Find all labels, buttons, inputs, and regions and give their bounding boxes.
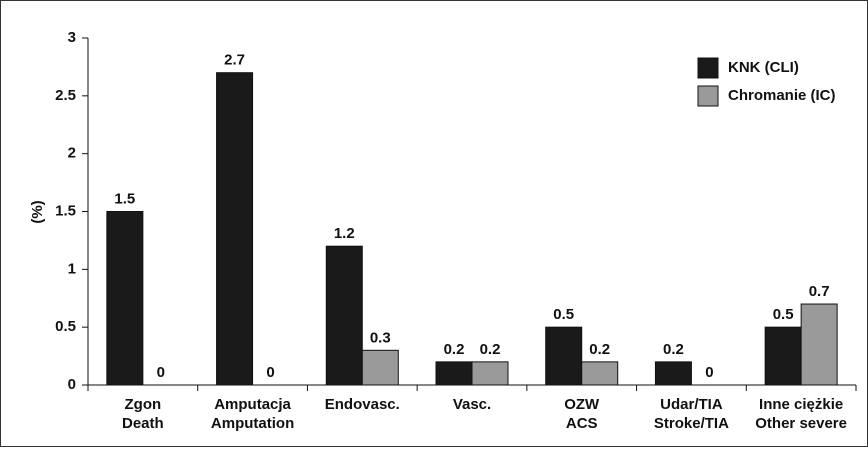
x-tick-label: Endovasc. bbox=[325, 396, 400, 413]
value-label: 1.5 bbox=[114, 190, 135, 207]
y-tick-label: 1.5 bbox=[55, 202, 76, 219]
y-tick-label: 2 bbox=[68, 145, 76, 162]
x-tick-label: ACS bbox=[566, 415, 598, 432]
bar bbox=[581, 361, 619, 386]
value-label: 2.7 bbox=[224, 52, 245, 69]
bar bbox=[361, 349, 399, 386]
y-tick-label: 2.5 bbox=[55, 87, 76, 104]
value-label: 0.2 bbox=[480, 341, 501, 358]
value-label: 0.2 bbox=[663, 341, 684, 358]
bar bbox=[216, 72, 254, 386]
value-label: 0.2 bbox=[589, 341, 610, 358]
x-tick-label: Death bbox=[122, 415, 164, 432]
y-tick-label: 0.5 bbox=[55, 318, 76, 335]
value-label: 0.3 bbox=[370, 329, 391, 346]
bar bbox=[764, 326, 802, 386]
x-tick-label: Zgon bbox=[125, 396, 162, 413]
x-tick-label: Amputation bbox=[211, 415, 294, 432]
value-label: 0.2 bbox=[444, 341, 465, 358]
x-tick-label: Other severe bbox=[755, 415, 847, 432]
x-tick-label: Amputacja bbox=[214, 396, 291, 413]
value-label: 0 bbox=[157, 364, 165, 381]
bar bbox=[106, 211, 144, 386]
value-label: 0 bbox=[705, 364, 713, 381]
x-tick-label: Vasc. bbox=[453, 396, 491, 413]
legend-swatch bbox=[697, 85, 719, 107]
value-label: 0.5 bbox=[773, 306, 794, 323]
x-tick-label: Stroke/TIA bbox=[654, 415, 729, 432]
value-label: 0 bbox=[266, 364, 274, 381]
bar bbox=[654, 361, 692, 386]
bar bbox=[325, 245, 363, 386]
y-axis-label: (%) bbox=[29, 200, 46, 223]
value-label: 1.2 bbox=[334, 225, 355, 242]
y-tick-label: 1 bbox=[68, 260, 76, 277]
bar bbox=[435, 361, 473, 386]
value-label: 0.5 bbox=[553, 306, 574, 323]
x-tick-label: OZW bbox=[564, 396, 600, 413]
legend-label: KNK (CLI) bbox=[728, 59, 799, 76]
bar bbox=[545, 326, 583, 386]
bar bbox=[471, 361, 509, 386]
x-tick-label: Udar/TIA bbox=[660, 396, 723, 413]
value-label: 0.7 bbox=[809, 283, 830, 300]
y-tick-label: 3 bbox=[68, 29, 76, 46]
legend-label: Chromanie (IC) bbox=[728, 87, 836, 104]
legend-swatch bbox=[697, 57, 719, 79]
y-tick-label: 0 bbox=[68, 376, 76, 393]
bar bbox=[800, 303, 838, 386]
x-tick-label: Inne ciężkie bbox=[759, 396, 843, 413]
